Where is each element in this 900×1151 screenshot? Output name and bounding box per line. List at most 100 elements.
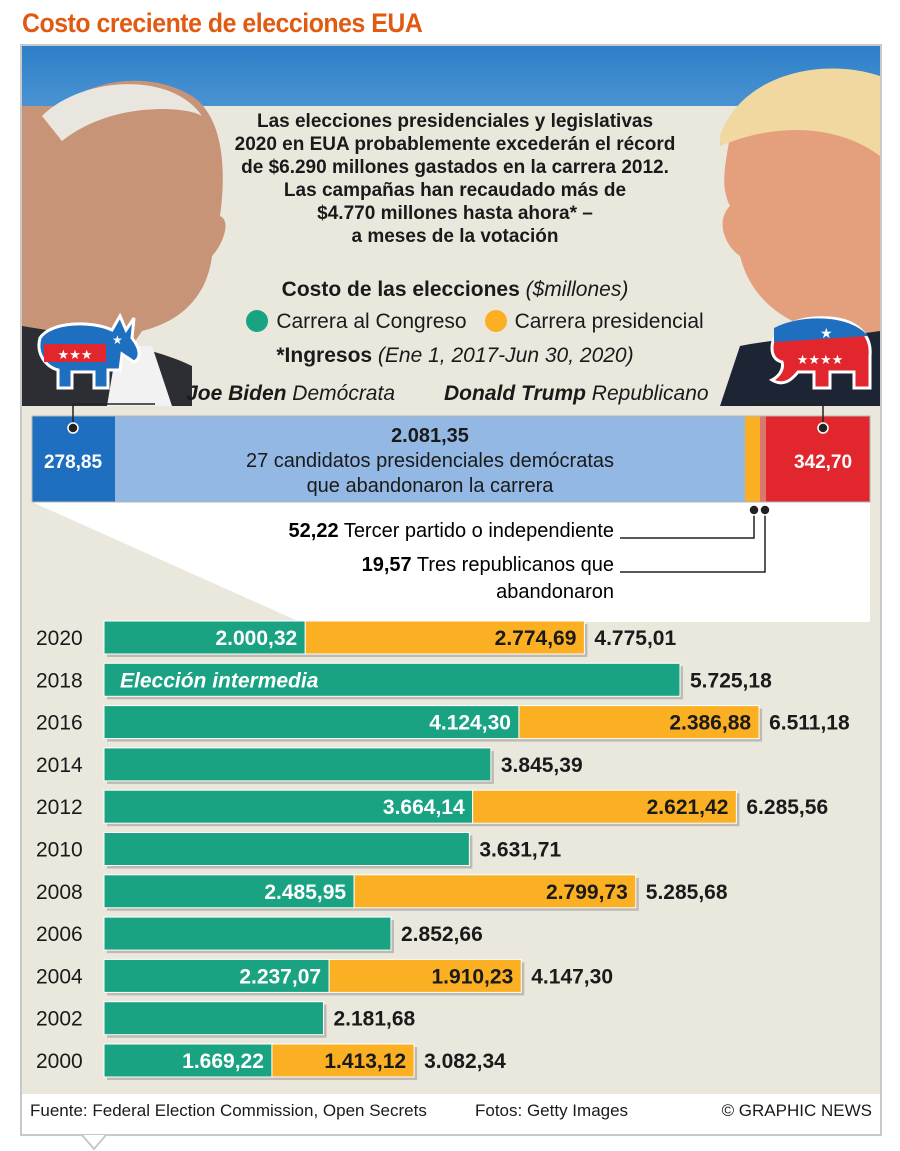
congress-value-label: 3.664,14 xyxy=(383,796,465,819)
year-label: 2014 xyxy=(36,754,83,777)
year-label: 2016 xyxy=(36,712,83,735)
cost-bar-chart: 2020 2.000,32 2.774,69 4.775,01 2018 5.725,18… xyxy=(36,620,850,1080)
presidential-value-label: 2.774,69 xyxy=(495,627,577,650)
presidential-value-label: 2.386,88 xyxy=(669,712,751,735)
intro-text: Las elecciones presidenciales y legislat… xyxy=(205,110,705,248)
income-note: *Ingresos (Ene 1, 2017-Jun 30, 2020) xyxy=(205,344,705,368)
total-value-label: 6.511,18 xyxy=(769,712,850,735)
intro-line: $4.770 millones hasta ahora* – xyxy=(317,203,593,224)
intro-line: 2020 en EUA probablemente excederán el r… xyxy=(234,134,676,155)
congress-value-label: 2.000,32 xyxy=(215,627,297,650)
income-note-period: (Ene 1, 2017-Jun 30, 2020) xyxy=(377,344,634,367)
presidential-value-label: 2.621,42 xyxy=(647,796,729,819)
total-value-label: 4.147,30 xyxy=(531,965,613,988)
legend-title: Costo de las elecciones ($millones) xyxy=(205,278,705,302)
svg-text:★: ★ xyxy=(112,333,123,347)
legend-presidential-label: Carrera presidencial xyxy=(514,310,704,333)
legend-title-text: Costo de las elecciones xyxy=(281,278,520,301)
total-value-label: 2.852,66 xyxy=(401,923,483,946)
rep-dropouts-label-2: abandonaron xyxy=(496,581,614,603)
congress-bar xyxy=(103,705,520,740)
graphic-frame xyxy=(20,44,882,1136)
congress-value-label: 2.237,07 xyxy=(239,965,321,988)
biden-leader xyxy=(72,403,155,428)
third-party-segment xyxy=(745,416,760,502)
intro-line: Las elecciones presidenciales y legislat… xyxy=(256,111,654,132)
donkey-icon: ★★★ ★ xyxy=(37,312,141,390)
year-label: 2012 xyxy=(36,796,83,819)
svg-text:★: ★ xyxy=(820,325,833,341)
rep-dropouts-dot xyxy=(759,504,771,516)
congress-bar xyxy=(103,662,681,697)
total-value-label: 2.181,68 xyxy=(333,1008,415,1031)
legend-congress: Carrera al Congreso xyxy=(246,310,467,334)
dem-dropouts-label-2: que abandonaron la carrera xyxy=(307,475,555,497)
legend-unit: ($millones) xyxy=(525,278,629,301)
year-label: 2008 xyxy=(36,881,83,904)
dem-dropouts-label-1: 27 candidatos presidenciales demócratas xyxy=(246,450,614,472)
breakdown-border xyxy=(31,415,871,503)
third-party-leader xyxy=(620,510,755,539)
total-value-label: 3.631,71 xyxy=(479,839,561,862)
year-label: 2018 xyxy=(36,669,83,692)
biden-party: Demócrata xyxy=(292,382,395,405)
total-value-label: 6.285,56 xyxy=(746,796,828,819)
rep-dropouts-leader xyxy=(620,510,766,573)
intro-line: Las campañas han recaudado más de xyxy=(283,180,627,201)
trump-party: Republicano xyxy=(591,382,709,405)
congress-bar xyxy=(103,916,392,951)
rep-dropouts-annotation: 19,57 Tres republicanos que xyxy=(362,554,614,576)
elephant-icon: ★ ★★★★ xyxy=(768,316,872,390)
rep-dropouts-value: 19,57 xyxy=(362,554,412,576)
presidential-bar xyxy=(472,789,737,824)
biden-value: 278,85 xyxy=(44,452,103,473)
page-title: Costo creciente de elecciones EUA xyxy=(22,8,423,38)
congress-value-label: 2.485,95 xyxy=(264,881,346,904)
total-value-label: 3.845,39 xyxy=(501,754,583,777)
footer-copyright: © GRAPHIC NEWS xyxy=(721,1101,872,1120)
biden-name: Joe Biden xyxy=(186,382,287,405)
year-label: 2010 xyxy=(36,839,83,862)
legend-congress-label: Carrera al Congreso xyxy=(276,310,467,333)
funnel-highlight xyxy=(32,502,870,622)
rep-dropouts-segment xyxy=(760,416,766,502)
congress-bar xyxy=(103,789,474,824)
midterm-annotation: Elección intermedia xyxy=(120,669,319,692)
trump-name: Donald Trump xyxy=(444,382,586,405)
congress-bar xyxy=(103,874,355,909)
presidential-bar xyxy=(518,705,760,740)
dem-dropouts-segment xyxy=(115,416,745,502)
congress-bar xyxy=(103,747,492,782)
congress-swatch xyxy=(246,310,269,332)
third-party-annotation: 52,22 Tercer partido o independiente xyxy=(289,520,614,542)
year-label: 2000 xyxy=(36,1050,83,1073)
presidential-bar xyxy=(328,958,522,993)
presidential-bar xyxy=(353,874,637,909)
trump-leader xyxy=(750,403,824,428)
congress-value-label: 4.124,30 xyxy=(429,712,511,735)
presidential-value-label: 2.799,73 xyxy=(546,881,628,904)
presidential-value-label: 1.910,23 xyxy=(432,965,514,988)
presidential-bar xyxy=(271,1043,415,1078)
trump-value: 342,70 xyxy=(794,452,852,473)
congress-bar xyxy=(103,1001,324,1036)
income-note-label: *Ingresos xyxy=(276,344,373,367)
footer-photos: Fotos: Getty Images xyxy=(475,1101,629,1120)
dem-dropouts-value: 2.081,35 xyxy=(391,425,469,447)
congress-bar xyxy=(103,958,330,993)
hero-panel: ★★★ ★ ★ ★★★★ xyxy=(22,46,880,406)
trump-dot xyxy=(817,422,829,434)
congress-bar xyxy=(103,832,470,866)
biden-label: Joe Biden Demócrata xyxy=(186,382,395,406)
third-party-label: Tercer partido o independiente xyxy=(344,520,614,542)
legend: Carrera al Congreso Carrera presidencial xyxy=(205,310,745,334)
frame-pointer xyxy=(81,1134,107,1151)
svg-text:★★★★: ★★★★ xyxy=(797,352,844,367)
svg-text:★★★: ★★★ xyxy=(58,347,93,362)
intro-line: a meses de la votación xyxy=(351,226,559,247)
footer-source: Fuente: Federal Election Commission, Ope… xyxy=(30,1101,427,1120)
third-party-dot xyxy=(748,504,760,516)
rep-dropouts-label-1: Tres republicanos que xyxy=(417,554,614,576)
year-label: 2002 xyxy=(36,1008,83,1031)
presidential-swatch xyxy=(484,310,507,332)
